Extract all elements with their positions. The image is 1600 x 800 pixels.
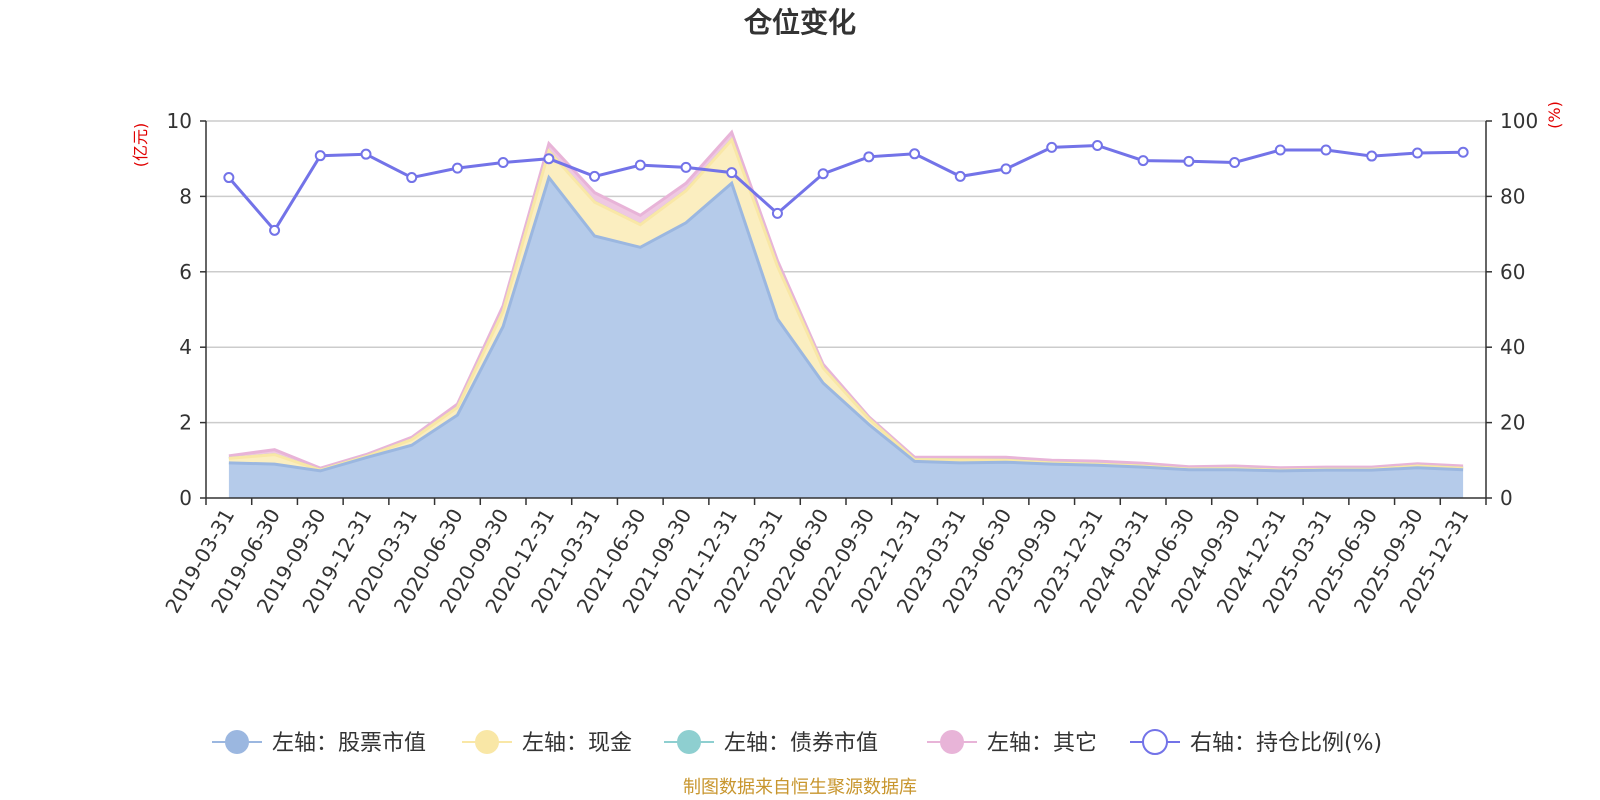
right-tick-label: 0: [1500, 486, 1513, 510]
ratio-line-layer: [223, 140, 1469, 236]
ratio-point: [1274, 144, 1286, 156]
ratio-point: [497, 156, 509, 168]
chart-title: 仓位变化: [744, 6, 856, 39]
ratio-point: [269, 224, 281, 236]
ratio-point: [726, 167, 738, 179]
legend-label: 左轴：现金: [522, 731, 632, 756]
ratio-point: [1366, 150, 1378, 162]
right-tick-label: 60: [1500, 260, 1525, 284]
left-tick-label: 8: [179, 184, 192, 208]
left-tick-label: 2: [179, 411, 192, 435]
legend-label: 左轴：股票市值: [272, 731, 426, 756]
area-edge-0: [228, 174, 1464, 473]
legend-swatch-marker: [677, 730, 701, 754]
ratio-point: [1137, 155, 1149, 167]
left-tick-label: 0: [179, 486, 192, 510]
legend-swatch-marker: [1142, 729, 1168, 755]
ratio-point: [406, 172, 418, 184]
ratio-point: [909, 148, 921, 160]
left-tick-label: 10: [167, 109, 192, 133]
legend-swatch-marker: [475, 730, 499, 754]
grid-lines: [206, 120, 1486, 424]
ratio-point: [1411, 147, 1423, 159]
left-axis-unit: (亿元): [131, 123, 150, 168]
legend-label: 左轴：债券市值: [724, 731, 878, 756]
legend-swatch-marker: [225, 730, 249, 754]
ratio-point: [1229, 156, 1241, 168]
ratio-point: [314, 150, 326, 162]
right-tick-label: 20: [1500, 411, 1525, 435]
ratio-point: [543, 153, 555, 165]
right-tick-label: 100: [1500, 109, 1538, 133]
ratio-point: [634, 159, 646, 171]
ratio-point: [771, 207, 783, 219]
ratio-point: [1046, 141, 1058, 153]
right-tick-label: 40: [1500, 335, 1525, 359]
legend-label: 左轴：其它: [987, 731, 1097, 756]
ratio-point: [680, 161, 692, 173]
ratio-point: [1183, 155, 1195, 167]
ratio-line: [227, 143, 1464, 233]
ratio-point: [1320, 144, 1332, 156]
data-source-footer: 制图数据来自恒生聚源数据库: [683, 777, 917, 798]
area-0: [228, 177, 1464, 498]
ratio-point: [954, 170, 966, 182]
left-tick-label: 4: [179, 335, 192, 359]
ratio-point: [1091, 140, 1103, 152]
axes: 02468100204060801002019-03-312019-06-302…: [160, 109, 1538, 617]
ratio-point: [589, 170, 601, 182]
legend-swatch-marker: [940, 730, 964, 754]
legend-label: 右轴：持仓比例(%): [1190, 731, 1382, 756]
ratio-point: [451, 162, 463, 174]
ratio-point: [817, 168, 829, 180]
left-tick-label: 6: [179, 260, 192, 284]
ratio-point: [223, 172, 235, 184]
right-tick-label: 80: [1500, 184, 1525, 208]
stacked-areas: [228, 129, 1464, 498]
ratio-point: [1000, 163, 1012, 175]
legend: 左轴：股票市值 左轴：现金 左轴：债券市值 左轴：其它 右轴：持仓比例(%): [212, 729, 1382, 756]
right-axis-unit: (%): [1545, 101, 1564, 129]
area-edge-3: [228, 129, 1464, 470]
ratio-point: [360, 148, 372, 160]
ratio-point: [863, 151, 875, 163]
ratio-point: [1457, 146, 1469, 158]
